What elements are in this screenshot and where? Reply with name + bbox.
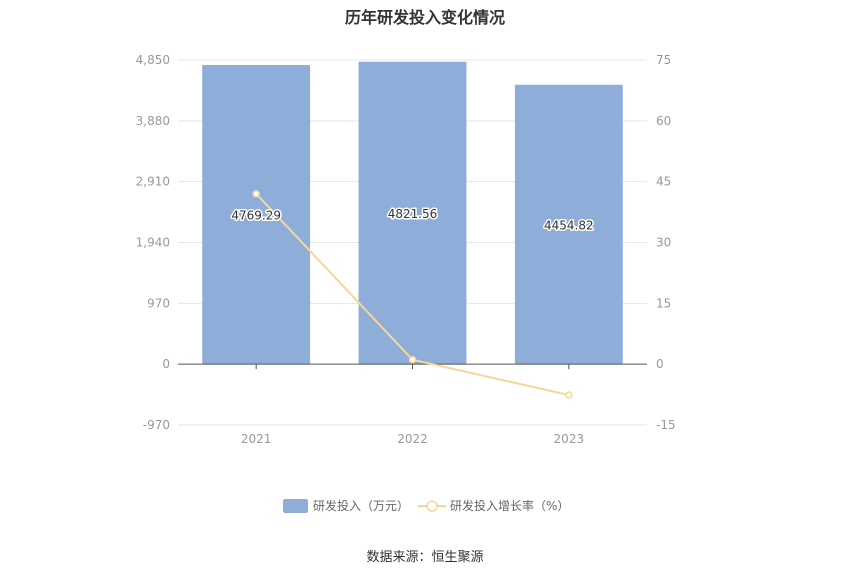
legend: 研发投入（万元） 研发投入增长率（%） [283,498,569,513]
data-labels: 4769.29 4821.56 4454.82 [230,205,595,234]
growth-point [408,355,417,364]
legend-bar-label: 研发投入（万元） [313,498,409,513]
left-tick-label: 2,910 [136,175,170,189]
bar [358,61,467,365]
bar [202,65,311,365]
bar-series [202,61,623,365]
right-tick-label: 75 [656,53,671,67]
left-tick-label: 0 [162,357,170,371]
growth-point [252,190,260,198]
left-tick-label: 1,940 [136,236,170,250]
bar-value-label: 4821.56 [388,207,438,221]
axes: 4,850 3,880 2,910 1,940 970 0 -970 75 60 45 30 15 0 -… [136,53,676,446]
bar-value-label: 4769.29 [231,209,281,223]
x-tick-label: 2022 [397,432,428,446]
bar-value-label: 4454.82 [544,218,594,232]
right-tick-label: 45 [656,175,671,189]
data-source: 数据来源：恒生聚源 [366,550,484,565]
left-tick-label: 4,850 [136,53,170,67]
legend-bar-swatch [283,499,308,513]
legend-line-marker [426,500,438,512]
x-tick-label: 2023 [554,432,585,446]
right-tick-label: 30 [656,236,671,250]
bar [514,84,623,365]
right-tick-label: 60 [656,114,671,128]
left-tick-label: 3,880 [136,114,170,128]
x-tick-label: 2021 [241,432,272,446]
right-tick-label: -15 [656,418,676,432]
left-tick-label: -970 [143,418,170,432]
growth-point [565,391,573,399]
chart-title: 历年研发投入变化情况 [344,8,505,27]
legend-line-label: 研发投入增长率（%） [450,498,569,513]
left-tick-label: 970 [147,296,170,310]
right-tick-label: 15 [656,296,671,310]
right-tick-label: 0 [656,357,664,371]
growth-rate-line [252,190,573,399]
